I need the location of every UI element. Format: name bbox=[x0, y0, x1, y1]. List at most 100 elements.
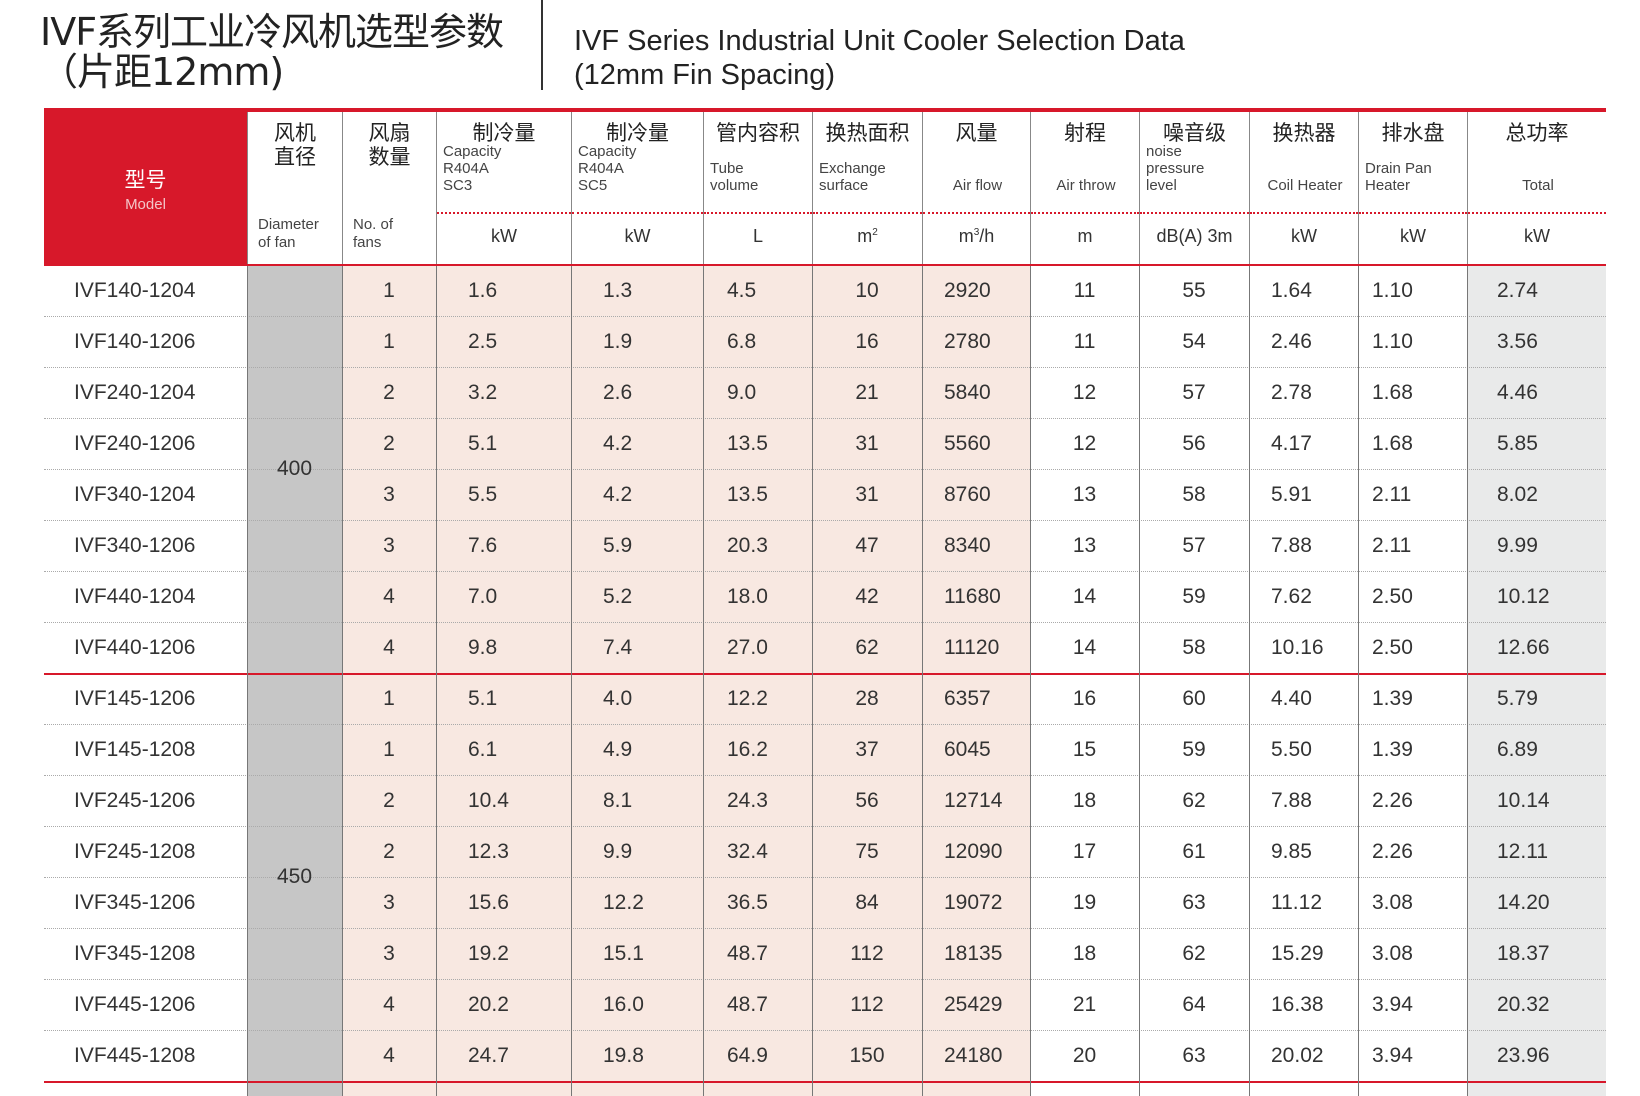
table-row: IVF340-1206 3 7.6 5.9 20.3 47 8340 13 57 7.88 2.11… bbox=[44, 521, 1606, 572]
page-title-english: IVF Series Industrial Unit Cooler Select… bbox=[574, 24, 1185, 92]
cell-capacity-sc3: 1.6 bbox=[468, 279, 498, 302]
table-row: IVF140-1206 1 2.5 1.9 6.8 16 2780 11 54 2.46 1.10 3… bbox=[44, 317, 1606, 368]
cell-capacity-sc5: 5.9 bbox=[603, 534, 633, 557]
cell-capacity-sc3: 12.3 bbox=[468, 840, 509, 863]
table-row: IVF440-1206 4 9.8 7.4 27.0 62 11120 14 58 10.16 2.… bbox=[44, 623, 1606, 674]
cell-coil-heater: 15.29 bbox=[1271, 942, 1324, 965]
cell-exchange-surface: 56 bbox=[855, 789, 879, 812]
row-separator bbox=[44, 1030, 1606, 1031]
cell-exchange-surface: 47 bbox=[855, 534, 879, 557]
cell-fans: 2 bbox=[383, 840, 395, 863]
column-divider bbox=[1467, 266, 1468, 1096]
header-col-3: 制冷量 Capacity R404A SC3 kW bbox=[436, 112, 571, 264]
cell-air-throw: 14 bbox=[1072, 636, 1097, 659]
header-dotted-rule bbox=[572, 212, 703, 214]
header-en: Drain Pan Heater bbox=[1365, 160, 1432, 194]
cell-noise: 59 bbox=[1182, 738, 1206, 761]
cell-fan-diameter: 400 bbox=[276, 457, 313, 480]
row-separator bbox=[44, 826, 1606, 827]
cell-total-power: 23.96 bbox=[1497, 1044, 1550, 1067]
cell-total-power: 12.11 bbox=[1497, 840, 1548, 863]
cell-air-throw: 18 bbox=[1072, 942, 1097, 965]
cell-total-power: 9.99 bbox=[1497, 534, 1538, 557]
title-en-line1: IVF Series Industrial Unit Cooler Select… bbox=[574, 25, 1185, 57]
cell-fans: 2 bbox=[383, 432, 395, 455]
cell-model: IVF440-1204 bbox=[74, 585, 196, 608]
table-row: IVF445-1208 4 24.7 19.8 64.9 150 24180 20 63 20.0… bbox=[44, 1031, 1606, 1082]
column-background bbox=[1467, 266, 1606, 1096]
cell-capacity-sc3: 3.2 bbox=[468, 381, 498, 404]
cell-model: IVF345-1206 bbox=[74, 891, 196, 914]
column-divider bbox=[922, 266, 923, 1096]
cell-noise: 55 bbox=[1182, 279, 1206, 302]
cell-coil-heater: 7.88 bbox=[1271, 534, 1312, 557]
cell-model: IVF240-1204 bbox=[74, 381, 196, 404]
cell-model: IVF245-1206 bbox=[74, 789, 196, 812]
row-separator bbox=[44, 775, 1606, 776]
cell-air-flow: 5560 bbox=[944, 432, 991, 455]
cell-exchange-surface: 31 bbox=[855, 432, 879, 455]
column-background bbox=[812, 266, 922, 1096]
cell-fan-diameter: 450 bbox=[276, 865, 313, 888]
cell-drain-pan-heater: 3.94 bbox=[1372, 993, 1413, 1016]
cell-noise: 63 bbox=[1182, 1044, 1206, 1067]
header-cn: 管内容积 bbox=[716, 122, 800, 145]
table-row: IVF145-1208 1 6.1 4.9 16.2 37 6045 15 59 5.50 1.39… bbox=[44, 725, 1606, 776]
cell-capacity-sc5: 4.2 bbox=[603, 483, 633, 506]
cell-model: IVF145-1208 bbox=[74, 738, 196, 761]
cell-exchange-surface: 150 bbox=[849, 1044, 885, 1067]
header-en: Air throw bbox=[1056, 177, 1116, 194]
cell-capacity-sc3: 7.0 bbox=[468, 585, 498, 608]
cell-air-flow: 8760 bbox=[944, 483, 991, 506]
cell-exchange-surface: 37 bbox=[855, 738, 879, 761]
header-en: noise pressure level bbox=[1146, 143, 1205, 194]
cell-air-flow: 2780 bbox=[944, 330, 991, 353]
header-cn: 总功率 bbox=[1505, 122, 1569, 145]
cell-drain-pan-heater: 2.11 bbox=[1372, 534, 1412, 557]
cell-air-flow: 5840 bbox=[944, 381, 991, 404]
cell-tube-volume: 6.8 bbox=[727, 330, 757, 353]
row-separator bbox=[44, 724, 1606, 725]
cell-fans: 1 bbox=[383, 687, 395, 710]
cell-total-power: 18.37 bbox=[1497, 942, 1550, 965]
cell-air-throw: 17 bbox=[1072, 840, 1097, 863]
header-col-11: 排水盘 Drain Pan Heater kW bbox=[1358, 112, 1467, 264]
cell-drain-pan-heater: 2.26 bbox=[1372, 789, 1413, 812]
cell-total-power: 20.32 bbox=[1497, 993, 1550, 1016]
cell-air-flow: 6045 bbox=[944, 738, 991, 761]
cell-noise: 61 bbox=[1182, 840, 1206, 863]
table-row: IVF240-1206 2 5.1 4.2 13.5 31 5560 12 56 4.17 1.68… bbox=[44, 419, 1606, 470]
header-dotted-rule bbox=[1250, 212, 1358, 214]
cell-capacity-sc5: 4.9 bbox=[603, 738, 633, 761]
cell-noise: 57 bbox=[1182, 534, 1206, 557]
cell-tube-volume: 36.5 bbox=[727, 891, 768, 914]
cell-model: IVF445-1208 bbox=[74, 1044, 196, 1067]
row-separator bbox=[44, 571, 1606, 572]
cell-model: IVF345-1208 bbox=[74, 942, 196, 965]
header-dotted-rule bbox=[1468, 212, 1606, 214]
title-en-line2: (12mm Fin Spacing) bbox=[574, 59, 836, 91]
cell-model: IVF340-1206 bbox=[74, 534, 196, 557]
header-model: 型号 Model bbox=[44, 112, 247, 264]
header-en: Coil Heater bbox=[1267, 177, 1343, 194]
cell-fans: 3 bbox=[383, 483, 395, 506]
cell-capacity-sc3: 10.4 bbox=[468, 789, 509, 812]
row-separator bbox=[44, 622, 1606, 623]
header-unit: kW bbox=[624, 226, 651, 246]
header-dotted-rule bbox=[923, 212, 1030, 214]
cell-drain-pan-heater: 3.94 bbox=[1372, 1044, 1413, 1067]
cell-tube-volume: 20.3 bbox=[727, 534, 768, 557]
cell-fans: 4 bbox=[383, 1044, 395, 1067]
cell-noise: 58 bbox=[1182, 636, 1206, 659]
cell-capacity-sc3: 9.8 bbox=[468, 636, 498, 659]
cell-coil-heater: 9.85 bbox=[1271, 840, 1312, 863]
header-col-5: 管内容积 Tube volume L bbox=[703, 112, 812, 264]
column-divider bbox=[1249, 266, 1250, 1096]
header-cn: 射程 bbox=[1064, 122, 1106, 145]
cell-noise: 64 bbox=[1182, 993, 1206, 1016]
header-col-12: 总功率 Total kW bbox=[1467, 112, 1606, 264]
cell-total-power: 12.66 bbox=[1497, 636, 1550, 659]
header-en: Exchange surface bbox=[819, 160, 886, 194]
cell-coil-heater: 7.62 bbox=[1271, 585, 1312, 608]
cell-air-throw: 11 bbox=[1073, 330, 1096, 353]
